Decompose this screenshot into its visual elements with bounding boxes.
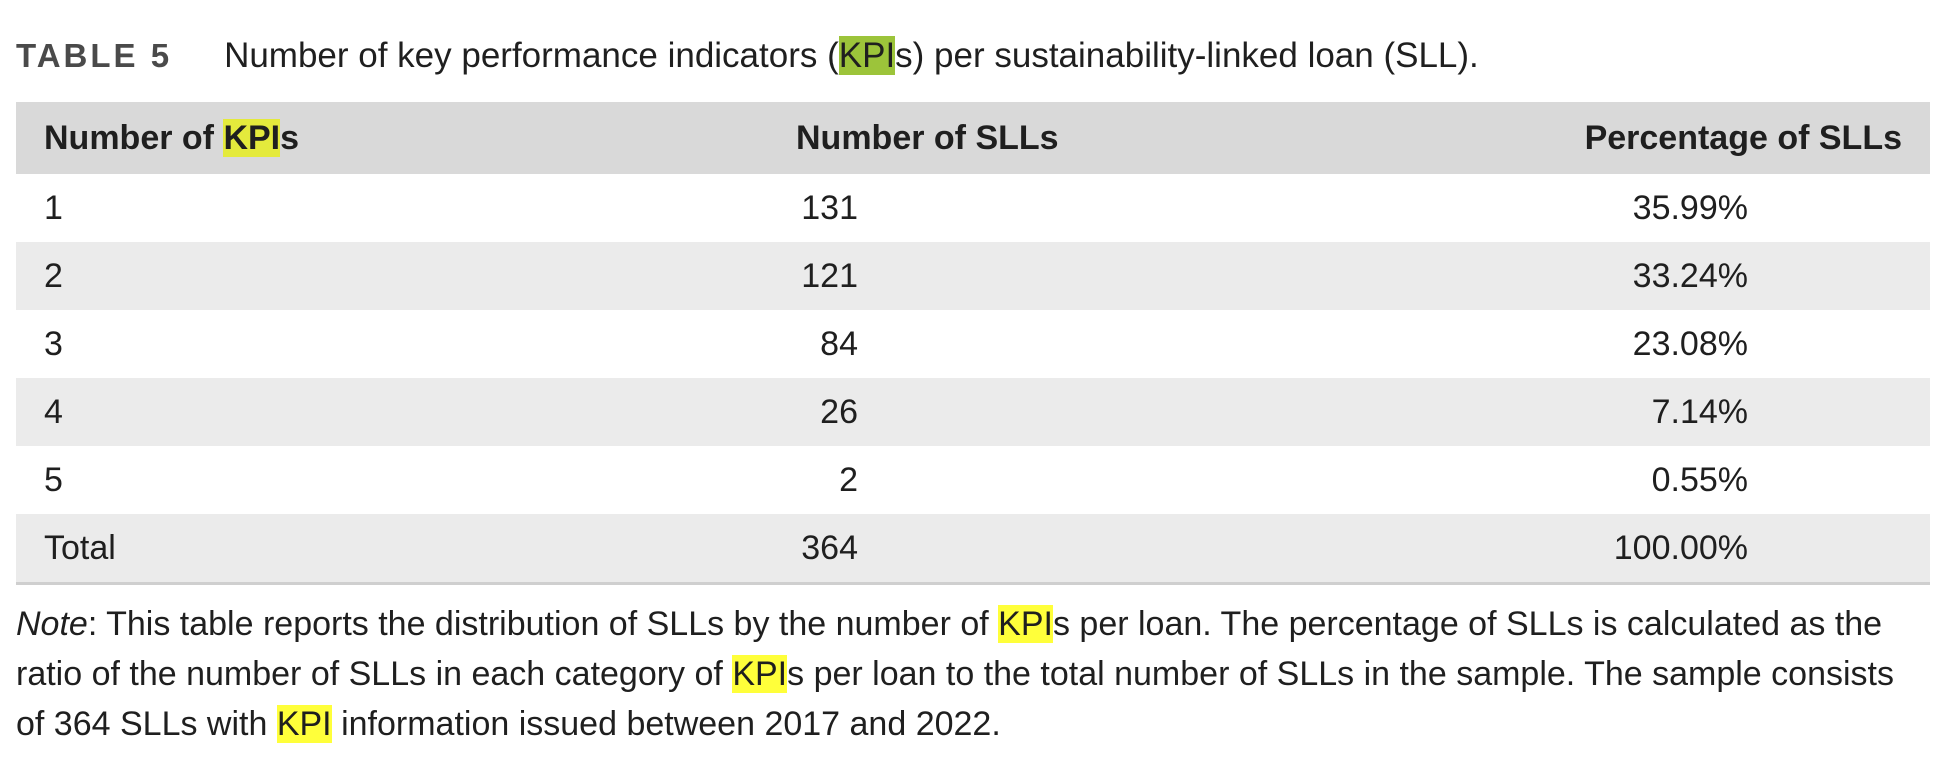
cell-count-value: 121 — [801, 256, 858, 295]
cell-count: 26 — [796, 378, 1516, 446]
cell-kpis: 5 — [44, 460, 63, 499]
cell-percentage: 100.00% — [1613, 528, 1748, 567]
cell-count: 121 — [796, 242, 1516, 310]
cell-percentage: 35.99% — [1632, 188, 1748, 227]
caption-text-before: Number of key performance indicators ( — [224, 36, 839, 75]
cell-percentage: 7.14% — [1651, 392, 1748, 431]
caption-kpi-highlight: KPI — [838, 36, 896, 75]
cell-kpis: 2 — [44, 256, 63, 295]
caption-text: Number of key performance indicators (KP… — [224, 26, 1479, 86]
header-percentage-of-slls: Percentage of SLLs — [1584, 118, 1902, 157]
table-note: Note: This table reports the distributio… — [16, 599, 1930, 749]
cell-count-value: 2 — [839, 460, 858, 499]
header-kpi-highlight: KPI — [223, 118, 281, 157]
header-col1-suffix: s — [280, 118, 300, 157]
caption-text-after: s) per sustainability-linked loan (SLL). — [895, 36, 1479, 75]
table-label: TABLE 5 — [16, 37, 173, 74]
note-kpi-highlight: KPI — [998, 605, 1053, 643]
cell-count: 131 — [796, 174, 1516, 242]
header-col1-prefix: Number of — [44, 118, 224, 157]
note-text-3: s per loan to the total number of SLLs i… — [16, 655, 1894, 743]
table-row: 4 26 7.14% — [16, 378, 1930, 446]
note-text-1: : This table reports the distribution of… — [87, 605, 999, 643]
cell-count-value: 131 — [801, 188, 858, 227]
table-row-total: Total 364 100.00% — [16, 514, 1930, 584]
cell-percentage: 33.24% — [1632, 256, 1748, 295]
header-number-of-kpis: Number of KPIs — [16, 102, 796, 174]
table-header-row: Number of KPIs Number of SLLs Percentage… — [16, 102, 1930, 174]
cell-count: 2 — [796, 446, 1516, 514]
cell-count-value: 26 — [820, 392, 858, 431]
table-row: 3 84 23.08% — [16, 310, 1930, 378]
cell-count-value: 84 — [820, 324, 858, 363]
cell-kpis: 4 — [44, 392, 63, 431]
table-figure: TABLE 5 Number of key performance indica… — [16, 26, 1930, 749]
cell-count: 364 — [796, 514, 1516, 584]
note-text-4: information issued between 2017 and 2022… — [331, 705, 1001, 743]
cell-kpis: Total — [44, 528, 116, 567]
table-caption: TABLE 5 Number of key performance indica… — [16, 26, 1930, 86]
kpi-distribution-table: Number of KPIs Number of SLLs Percentage… — [16, 102, 1930, 585]
cell-count-value: 364 — [801, 528, 858, 567]
note-text-2: s per loan. The percentage of SLLs is ca… — [16, 605, 1883, 693]
table-row: 5 2 0.55% — [16, 446, 1930, 514]
table-row: 2 121 33.24% — [16, 242, 1930, 310]
cell-kpis: 3 — [44, 324, 63, 363]
note-kpi-highlight: KPI — [276, 705, 332, 743]
note-kpi-highlight: KPI — [732, 655, 788, 693]
cell-percentage: 0.55% — [1651, 460, 1748, 499]
table-row: 1 131 35.99% — [16, 174, 1930, 242]
header-number-of-slls: Number of SLLs — [796, 118, 1059, 157]
cell-kpis: 1 — [44, 188, 63, 227]
note-label: Note — [16, 605, 88, 643]
cell-percentage: 23.08% — [1632, 324, 1748, 363]
cell-count: 84 — [796, 310, 1516, 378]
